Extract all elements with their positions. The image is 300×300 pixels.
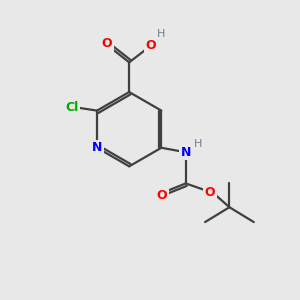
Text: N: N — [181, 146, 191, 159]
Text: H: H — [157, 29, 165, 39]
Text: O: O — [157, 189, 167, 203]
Text: H: H — [194, 139, 202, 149]
Text: Cl: Cl — [65, 101, 78, 114]
Text: N: N — [92, 141, 102, 154]
Text: O: O — [146, 39, 156, 52]
Text: O: O — [205, 186, 215, 199]
Text: O: O — [102, 37, 112, 50]
